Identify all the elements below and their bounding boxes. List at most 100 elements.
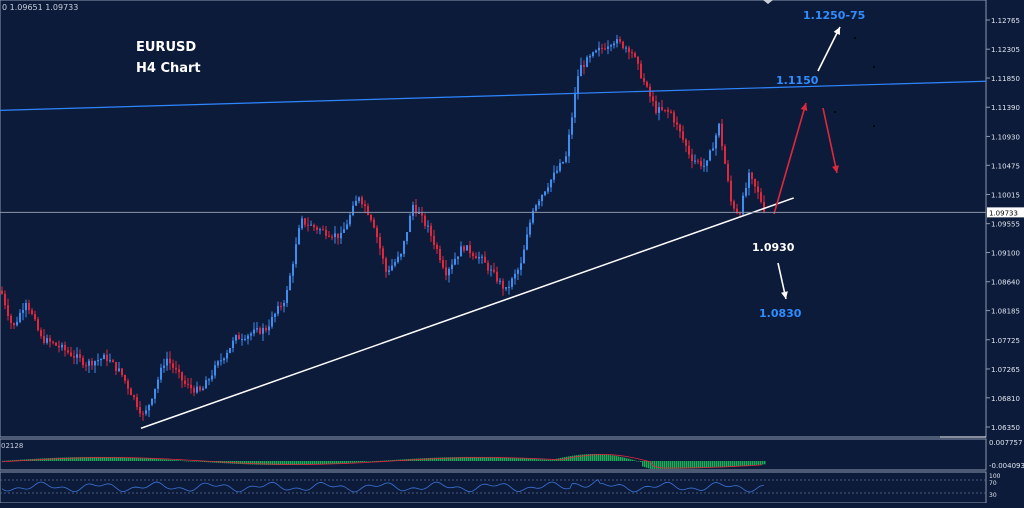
macd-bar [446, 457, 448, 461]
macd-bar [648, 461, 650, 469]
candle-body [760, 192, 762, 202]
macd-bar [334, 461, 336, 464]
candle-body [409, 215, 411, 232]
candle-body [478, 256, 480, 259]
candle-body [226, 352, 228, 359]
candle-body [742, 195, 744, 215]
macd-bar [554, 459, 556, 461]
candle-body [82, 357, 84, 366]
macd-bar [460, 457, 462, 461]
candle-body [724, 146, 726, 164]
candle-body [751, 172, 753, 179]
chart-timeframe: H4 Chart [136, 61, 201, 76]
macd-bar [482, 457, 484, 461]
macd-bar [280, 461, 282, 465]
candle-body [253, 329, 255, 334]
lower-target-label: 1.0830 [759, 307, 802, 320]
macd-bar [142, 458, 144, 461]
macd-bar [144, 458, 146, 461]
macd-bar [592, 453, 594, 461]
candle-body [184, 380, 186, 384]
candle-body [607, 46, 609, 50]
candle-body [16, 321, 18, 326]
candle-body [244, 338, 246, 340]
candle-body [445, 267, 447, 276]
candle-body [46, 338, 48, 343]
macd-bar [578, 454, 580, 461]
macd-bar [178, 460, 180, 461]
macd-bar [738, 461, 740, 467]
macd-bar [428, 457, 430, 461]
macd-bar [640, 461, 642, 463]
candle-body [295, 244, 297, 265]
macd-bar [490, 457, 492, 461]
macd-bar [700, 461, 702, 469]
candle-body [721, 123, 723, 147]
y-tick-label: 1.07265 [991, 366, 1020, 374]
y-tick-label: 1.09555 [991, 221, 1020, 229]
candle-body [703, 165, 705, 167]
macd-bar [602, 454, 604, 461]
candle-body [157, 379, 159, 389]
candle-body [259, 328, 261, 334]
macd-bar [764, 461, 766, 465]
candle-body [280, 306, 282, 308]
macd-bar [514, 457, 516, 461]
ohlc-readout: 0 1.09651 1.09733 [2, 3, 78, 12]
candle-body [493, 269, 495, 272]
macd-bar [352, 461, 354, 463]
macd-bar [354, 461, 356, 463]
candle-body [499, 280, 501, 282]
candle-body [475, 256, 477, 259]
candle-body [691, 154, 693, 162]
macd-bar [546, 459, 548, 461]
macd-bar [598, 454, 600, 461]
macd-bar [164, 459, 166, 461]
macd-bar [386, 460, 388, 461]
macd-bar [296, 461, 298, 465]
macd-bar [340, 461, 342, 464]
macd-panel: 0.007757 -0.004093 [1, 436, 1024, 470]
macd-bar [246, 461, 248, 465]
candle-body [145, 410, 147, 414]
candle-body [211, 375, 213, 380]
macd-bar [240, 461, 242, 465]
candle-body [592, 52, 594, 57]
candle-body [175, 367, 177, 370]
macd-bar [674, 461, 676, 469]
candle-body [400, 253, 402, 257]
macd-bar [604, 454, 606, 461]
candle-body [103, 354, 105, 360]
candle-body [142, 413, 144, 415]
candle-body [25, 302, 27, 311]
candle-body [496, 271, 498, 282]
candle-body [601, 47, 603, 49]
candle-body [394, 262, 396, 266]
candle-body [337, 233, 339, 239]
macd-bar [524, 458, 526, 461]
candle-body [1, 290, 3, 294]
scroll-marker-icon[interactable] [763, 0, 773, 4]
macd-bar [82, 457, 84, 461]
candle-body [490, 269, 492, 271]
macd-bar [90, 457, 92, 461]
macd-bar [526, 458, 528, 461]
candle-body [364, 204, 366, 207]
macd-bar [662, 461, 664, 469]
y-tick-label: 1.09100 [991, 250, 1020, 258]
macd-bar [172, 459, 174, 461]
macd-bar [52, 457, 54, 461]
candle-body [487, 262, 489, 271]
candle-body [40, 330, 42, 337]
macd-bar [696, 461, 698, 469]
up-red-arrow [773, 102, 807, 215]
macd-bar [626, 458, 628, 461]
macd-bar [286, 461, 288, 465]
macd-bar [454, 457, 456, 461]
macd-bar [188, 460, 190, 462]
candle-body [532, 210, 534, 223]
candle-body [643, 78, 645, 82]
macd-bar [434, 457, 436, 461]
candle-body [631, 52, 633, 54]
